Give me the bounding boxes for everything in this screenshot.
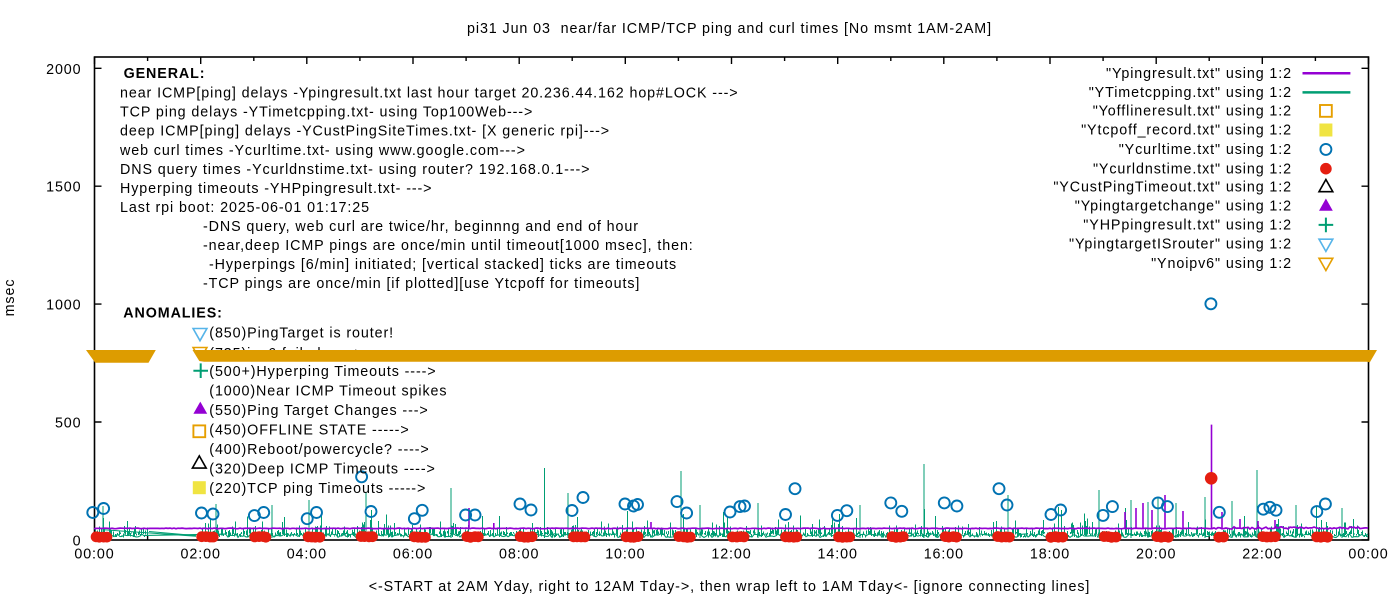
- svg-text:02:00: 02:00: [181, 547, 221, 563]
- svg-text:(400)Reboot/powercycle? ---->: (400)Reboot/powercycle? ---->: [209, 442, 429, 458]
- svg-text:06:00: 06:00: [393, 547, 433, 563]
- svg-text:1000: 1000: [46, 298, 81, 314]
- svg-text:2000: 2000: [46, 62, 81, 78]
- svg-text:04:00: 04:00: [287, 547, 327, 563]
- svg-text:Last rpi boot: 2025-06-01 01:1: Last rpi boot: 2025-06-01 01:17:25: [120, 200, 370, 216]
- svg-text:(220)TCP ping Timeouts ----->: (220)TCP ping Timeouts ----->: [209, 481, 426, 497]
- svg-text:deep ICMP[ping] delays -YCustP: deep ICMP[ping] delays -YCustPingSiteTim…: [120, 124, 610, 140]
- svg-text:22:00: 22:00: [1242, 547, 1282, 563]
- svg-text:"Yofflineresult.txt" using 1:2: "Yofflineresult.txt" using 1:2: [1093, 104, 1292, 120]
- svg-text:00:00: 00:00: [1348, 547, 1388, 563]
- svg-text:GENERAL:: GENERAL:: [124, 66, 206, 82]
- svg-text:"Ycurldnstime.txt" using 1:2: "Ycurldnstime.txt" using 1:2: [1093, 161, 1292, 177]
- svg-text:Hyperping timeouts -YHPpingres: Hyperping timeouts -YHPpingresult.txt- -…: [120, 181, 432, 197]
- svg-text:20:00: 20:00: [1136, 547, 1176, 563]
- svg-text:(500+)Hyperping Timeouts ---->: (500+)Hyperping Timeouts ---->: [209, 364, 436, 380]
- svg-text:-Hyperpings [6/min] initiated;: -Hyperpings [6/min] initiated; [vertical…: [209, 257, 677, 273]
- svg-text:18:00: 18:00: [1030, 547, 1070, 563]
- svg-text:pi31 Jun 03 near/far ICMP/TCP: pi31 Jun 03 near/far ICMP/TCP ping and c…: [467, 21, 992, 37]
- svg-text:00:00: 00:00: [74, 547, 114, 563]
- svg-text:(450)OFFLINE STATE ----->: (450)OFFLINE STATE ----->: [209, 423, 409, 439]
- svg-text:(550)Ping Target Changes --->: (550)Ping Target Changes --->: [209, 403, 428, 419]
- svg-text:"Ypingresult.txt" using 1:2: "Ypingresult.txt" using 1:2: [1106, 66, 1292, 82]
- svg-text:(1000)Near ICMP Timeout spikes: (1000)Near ICMP Timeout spikes: [209, 384, 447, 400]
- svg-text:"YHPpingresult.txt" using 1:2: "YHPpingresult.txt" using 1:2: [1083, 218, 1292, 234]
- svg-text:-DNS query, web curl are twice: -DNS query, web curl are twice/hr, begin…: [203, 219, 639, 235]
- svg-text:08:00: 08:00: [499, 547, 539, 563]
- svg-text:0: 0: [73, 533, 82, 549]
- svg-text:web curl times -Ycurltime.txt-: web curl times -Ycurltime.txt- using www…: [119, 143, 526, 159]
- svg-text:msec: msec: [2, 279, 18, 317]
- svg-text:-near,deep ICMP pings are once: -near,deep ICMP pings are once/min until…: [203, 238, 694, 254]
- svg-text:"Ypingtargetchange" using 1:2: "Ypingtargetchange" using 1:2: [1075, 199, 1292, 215]
- svg-text:12:00: 12:00: [711, 547, 751, 563]
- svg-text:"YpingtargetISrouter" using 1:: "YpingtargetISrouter" using 1:2: [1069, 237, 1292, 253]
- svg-text:near ICMP[ping] delays -Ypingr: near ICMP[ping] delays -Ypingresult.txt …: [120, 86, 739, 102]
- svg-text:"Ytcpoff_record.txt" using 1:2: "Ytcpoff_record.txt" using 1:2: [1081, 123, 1292, 139]
- svg-text:1500: 1500: [46, 180, 81, 196]
- svg-text:-TCP pings are once/min [if pl: -TCP pings are once/min [if plotted][use…: [203, 276, 640, 292]
- svg-text:TCP ping delays -YTimetcpping.: TCP ping delays -YTimetcpping.txt- using…: [120, 105, 533, 121]
- svg-text:10:00: 10:00: [605, 547, 645, 563]
- svg-text:(320)Deep ICMP Timeouts ---->: (320)Deep ICMP Timeouts ---->: [209, 462, 435, 478]
- svg-text:(850)PingTarget is router!: (850)PingTarget is router!: [209, 326, 394, 342]
- svg-text:"YTimetcpping.txt" using 1:2: "YTimetcpping.txt" using 1:2: [1089, 85, 1292, 101]
- svg-text:"Ynoipv6" using 1:2: "Ynoipv6" using 1:2: [1151, 256, 1292, 272]
- svg-text:ANOMALIES:: ANOMALIES:: [123, 305, 223, 321]
- svg-text:500: 500: [55, 416, 82, 432]
- svg-text:16:00: 16:00: [924, 547, 964, 563]
- svg-text:"Ycurltime.txt" using 1:2: "Ycurltime.txt" using 1:2: [1119, 142, 1292, 158]
- svg-text:DNS query times -Ycurldnstime.: DNS query times -Ycurldnstime.txt- using…: [120, 162, 590, 178]
- svg-text:"YCustPingTimeout.txt" using 1: "YCustPingTimeout.txt" using 1:2: [1053, 180, 1292, 196]
- svg-text:14:00: 14:00: [818, 547, 858, 563]
- svg-text:<-START at 2AM Yday, right to: <-START at 2AM Yday, right to 12AM Tday-…: [369, 579, 1091, 595]
